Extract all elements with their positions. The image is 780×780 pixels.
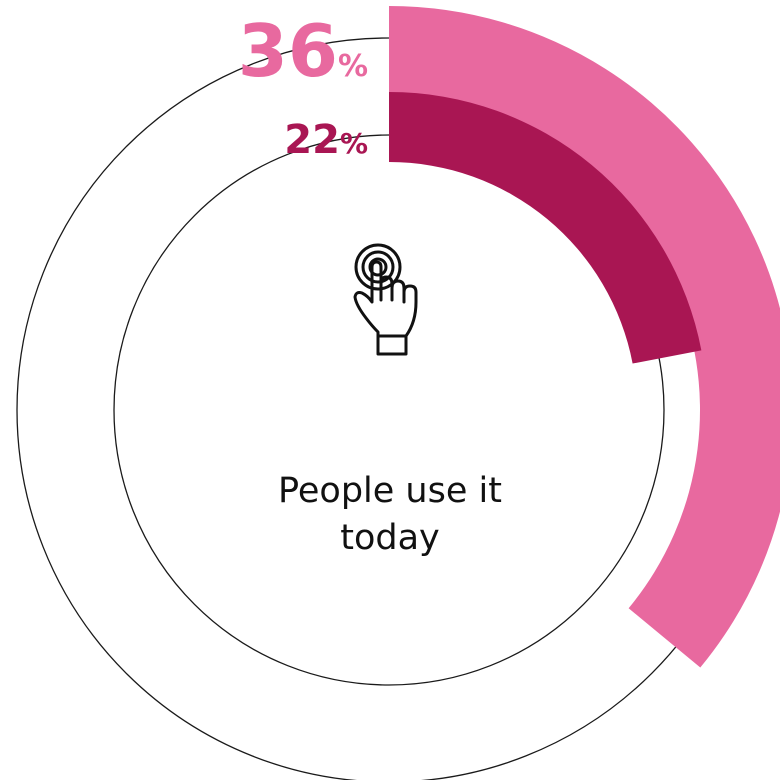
- outer-arc-36: [389, 6, 780, 668]
- inner-value-number: 22: [284, 117, 340, 163]
- outer-value-percent-sign: %: [338, 49, 368, 84]
- center-label-line2: today: [340, 518, 440, 558]
- center-label: People use it today: [190, 468, 590, 562]
- outer-value-number: 36: [238, 9, 338, 93]
- center-label-line1: People use it: [278, 471, 502, 511]
- tap-hand-icon: [353, 243, 418, 356]
- inner-arc-22: [389, 92, 702, 364]
- outer-value-label: 36%: [238, 9, 368, 93]
- inner-value-label: 22%: [284, 117, 368, 163]
- inner-value-percent-sign: %: [340, 127, 368, 160]
